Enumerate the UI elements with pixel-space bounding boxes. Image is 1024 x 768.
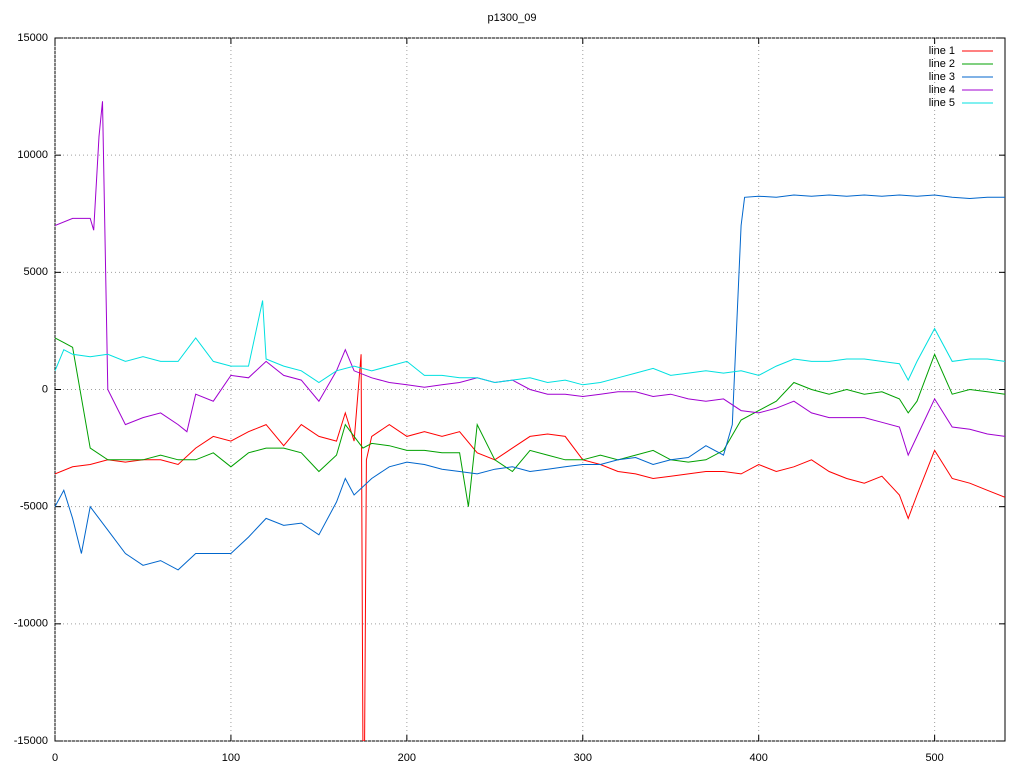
legend-label: line 1	[929, 45, 955, 57]
y-tick-label: 5000	[24, 266, 48, 278]
legend-label: line 5	[929, 97, 955, 109]
y-tick-label: 15000	[17, 32, 48, 44]
x-tick-label: 200	[398, 752, 416, 764]
legend-label: line 3	[929, 71, 955, 83]
y-tick-label: -10000	[14, 618, 48, 630]
legend-label: line 4	[929, 84, 955, 96]
y-tick-label: 10000	[17, 149, 48, 161]
x-tick-label: 100	[222, 752, 240, 764]
legend-label: line 2	[929, 58, 955, 70]
series-line	[55, 300, 1005, 386]
series-line	[55, 337, 1005, 507]
chart-title: p1300_09	[488, 12, 537, 24]
y-tick-label: 0	[42, 383, 48, 395]
x-tick-label: 400	[750, 752, 768, 764]
y-tick-label: -5000	[20, 501, 48, 513]
x-tick-label: 500	[925, 752, 943, 764]
x-tick-label: 300	[574, 752, 592, 764]
y-tick-label: -15000	[14, 735, 48, 747]
x-tick-label: 0	[52, 752, 58, 764]
series-line	[55, 194, 1005, 571]
series-line	[55, 101, 1005, 457]
series-line	[55, 354, 1005, 741]
